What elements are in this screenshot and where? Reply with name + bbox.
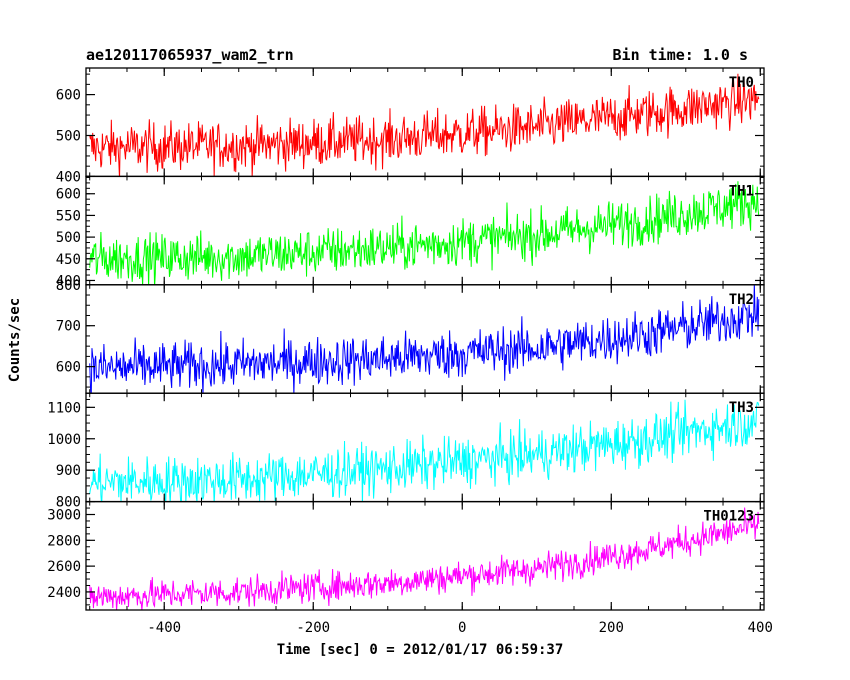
x-tick-label: 200	[599, 620, 624, 636]
panel-label: TH3	[729, 400, 754, 416]
y-tick-label: 600	[56, 88, 81, 104]
panel-th2: 600 700 800 TH2	[56, 278, 765, 394]
panel-label: TH0123	[703, 509, 754, 525]
chart-title-left: ae120117065937_wam2_trn	[86, 46, 294, 64]
y-tick-label: 500	[56, 128, 81, 144]
y-tick-label: 600	[56, 187, 81, 203]
series-line-th0123	[89, 507, 760, 611]
panels-group: 400 500 600 TH0 400 450 500 550 600 TH1 600 700 800 T…	[47, 67, 765, 611]
x-tick-label: -400	[147, 620, 181, 636]
y-tick-label: 3000	[47, 508, 81, 524]
series-line-th2	[89, 284, 760, 394]
y-tick-label: 1100	[47, 400, 81, 416]
y-tick-label: 450	[56, 252, 81, 268]
chart-title-right: Bin time: 1.0 s	[613, 46, 748, 64]
y-tick-label: 700	[56, 319, 81, 335]
y-tick-label: 550	[56, 208, 81, 224]
series-line-th3	[89, 399, 760, 502]
y-tick-label: 400	[56, 273, 81, 289]
panel-th0: 400 500 600 TH0	[56, 67, 765, 185]
panel-frame	[85, 284, 765, 394]
y-tick-label: 2400	[47, 585, 81, 601]
x-tick-label: 400	[748, 620, 773, 636]
panel-th3: 800 900 1000 1100 TH3	[47, 392, 765, 511]
series-line-th1	[89, 181, 760, 285]
panel-label: TH0	[729, 75, 754, 91]
y-tick-label: 800	[56, 495, 81, 511]
panel-label: TH2	[729, 292, 754, 308]
y-tick-label: 900	[56, 463, 81, 479]
panel-th1: 400 450 500 550 600 TH1	[56, 175, 765, 289]
x-axis-label: Time [sec] 0 = 2012/01/17 06:59:37	[277, 642, 564, 658]
y-tick-label: 400	[56, 169, 81, 185]
x-tick-label: -200	[296, 620, 330, 636]
panel-th0123: 2400 2600 2800 3000 TH0123	[47, 500, 765, 611]
y-tick-label: 1000	[47, 432, 81, 448]
x-axis: -400 -200 0 200 400	[147, 620, 773, 636]
y-axis-label: Counts/sec	[7, 298, 23, 382]
panel-label: TH1	[729, 183, 754, 199]
y-tick-label: 800	[56, 278, 81, 294]
y-tick-label: 2800	[47, 533, 81, 549]
x-tick-label: 0	[458, 620, 466, 636]
y-tick-label: 2600	[47, 559, 81, 575]
y-tick-label: 500	[56, 230, 81, 246]
y-tick-label: 600	[56, 360, 81, 376]
series-line-th0	[89, 73, 760, 177]
